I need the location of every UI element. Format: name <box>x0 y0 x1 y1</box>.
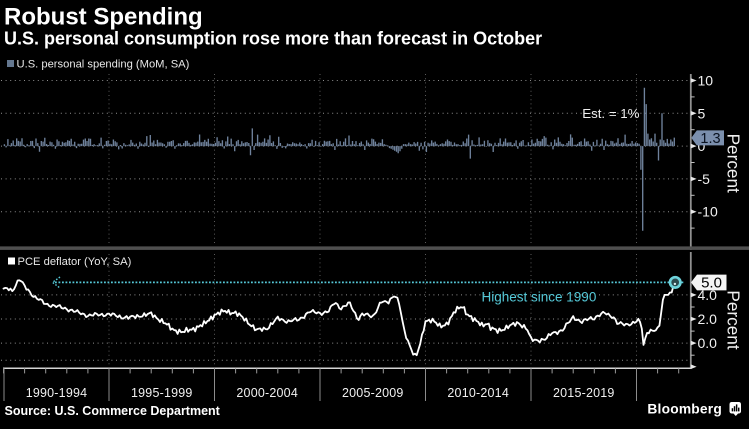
svg-text:U.S. personal spending (MoM, S: U.S. personal spending (MoM, SA) <box>17 59 190 71</box>
svg-text:5.0: 5.0 <box>701 275 722 292</box>
svg-text:2005-2009: 2005-2009 <box>342 386 404 400</box>
svg-text:Robust Spending: Robust Spending <box>4 4 203 31</box>
svg-text:U.S. personal consumption rose: U.S. personal consumption rose more than… <box>4 29 542 49</box>
svg-text:Percent: Percent <box>723 290 743 349</box>
svg-text:PCE deflator (YoY, SA): PCE deflator (YoY, SA) <box>18 256 132 268</box>
svg-text:-5: -5 <box>698 171 711 187</box>
svg-text:0: 0 <box>698 138 706 154</box>
svg-text:2010-2014: 2010-2014 <box>447 386 509 400</box>
svg-text:1990-1994: 1990-1994 <box>26 386 88 400</box>
svg-text:5: 5 <box>698 105 706 121</box>
svg-text:Est. = 1%: Est. = 1% <box>582 106 639 121</box>
svg-text:Percent: Percent <box>723 134 743 193</box>
svg-text:-10: -10 <box>698 204 718 220</box>
svg-text:Bloomberg: Bloomberg <box>647 402 722 417</box>
svg-text:Source: U.S. Commerce Departme: Source: U.S. Commerce Department <box>5 404 221 418</box>
svg-text:10: 10 <box>698 73 714 89</box>
svg-text:0.0: 0.0 <box>698 335 718 351</box>
svg-text:1995-1999: 1995-1999 <box>131 386 193 400</box>
svg-text:Highest since 1990: Highest since 1990 <box>482 290 597 305</box>
svg-text:4.0: 4.0 <box>698 287 718 303</box>
svg-text:2.0: 2.0 <box>698 311 718 327</box>
svg-text:2000-2004: 2000-2004 <box>236 386 298 400</box>
svg-text:2015-2019: 2015-2019 <box>553 386 615 400</box>
svg-text:1.3: 1.3 <box>700 131 720 147</box>
